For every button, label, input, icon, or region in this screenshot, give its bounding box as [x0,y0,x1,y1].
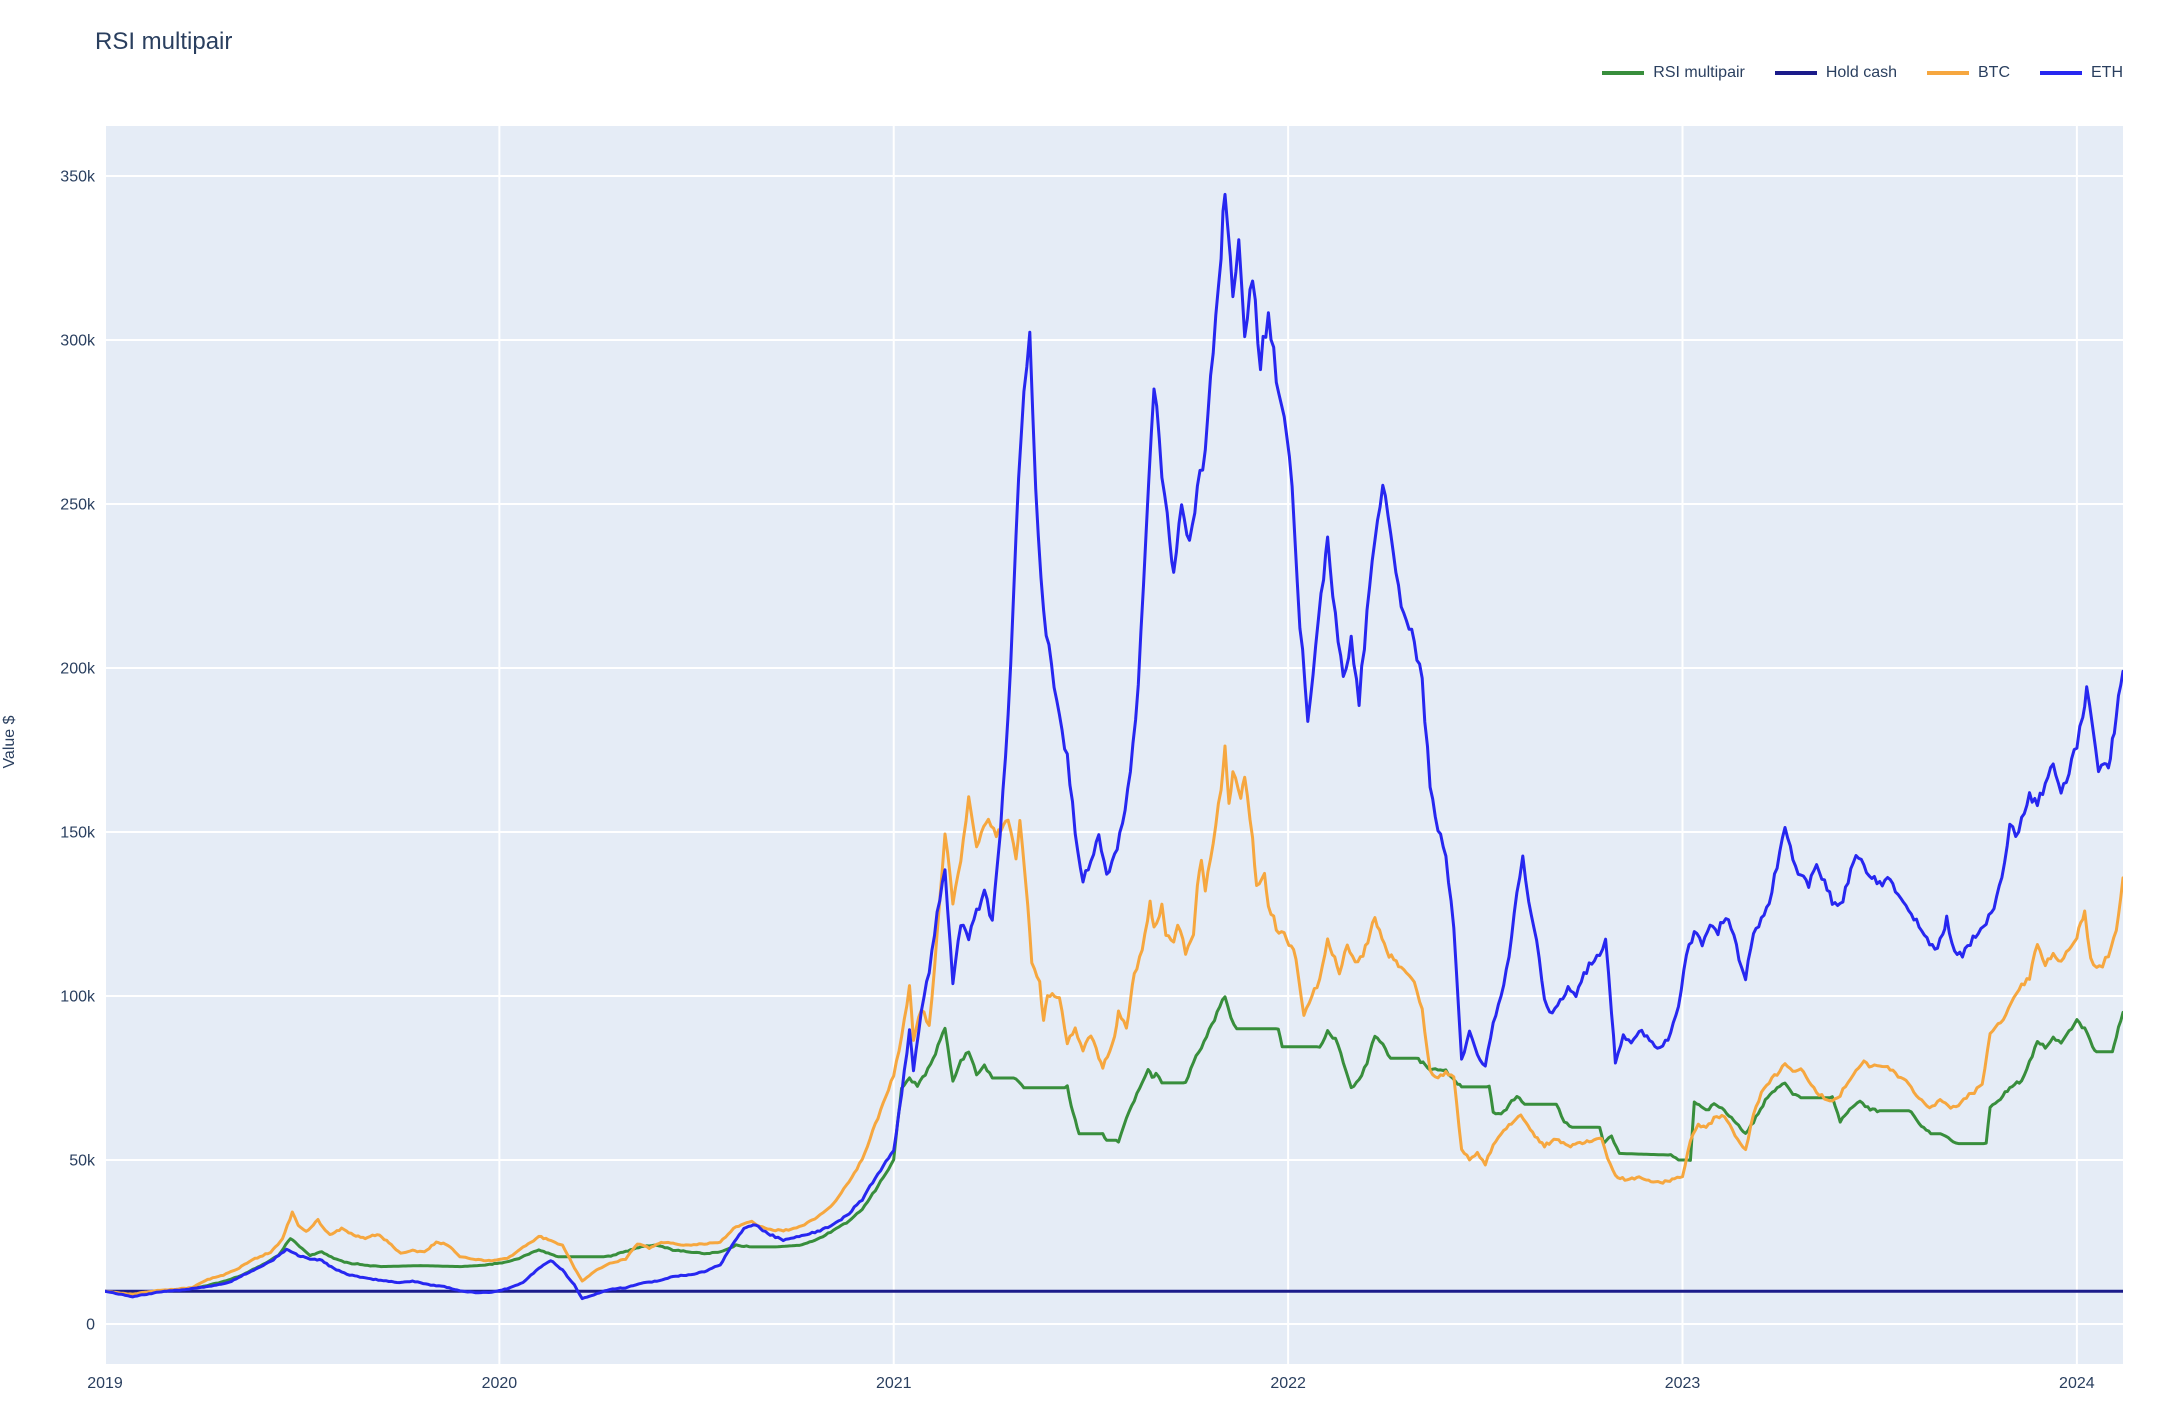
plot-background [105,126,2123,1364]
y-axis-title: Value $ [1,715,18,769]
page-title: RSI multipair [95,28,233,55]
series-group [105,192,2123,1301]
legend-line-swatch [1774,71,1817,75]
legend-label: Hold cash [1825,64,1897,81]
legend-line-swatch [2040,71,2082,75]
series-line-btc[interactable] [105,744,2123,1296]
x-tick-label: 2022 [1270,1375,1306,1392]
y-tick-label: 150k [60,825,96,842]
legend-label: RSI multipair [1653,64,1745,81]
legend-item-hold-cash[interactable]: Hold cash [1774,64,1897,82]
legend-label: BTC [1978,64,2010,81]
legend-line-swatch [1602,71,1645,75]
legend-item-eth[interactable]: ETH [2040,64,2123,82]
y-tick-label: 200k [60,661,96,678]
y-tick-label: 350k [60,169,96,186]
series-line-rsi-multipair[interactable] [105,995,2123,1295]
y-tick-label: 100k [60,989,96,1006]
x-tick-label: 2020 [482,1375,518,1392]
x-tick-label: 2021 [876,1375,912,1392]
legend-item-rsi-multipair[interactable]: RSI multipair [1602,64,1745,82]
legend-item-btc[interactable]: BTC [1927,64,2010,82]
legend-label: ETH [2091,64,2123,81]
y-tick-label: 0 [86,1317,95,1334]
x-tick-label: 2024 [2059,1375,2095,1392]
x-tick-label: 2019 [87,1375,123,1392]
legend-line-swatch [1927,71,1969,75]
legend: RSI multipair Hold cash BTC ETH [1572,64,2123,82]
x-tick-label: 2023 [1665,1375,1701,1392]
y-tick-label: 250k [60,497,96,514]
series-line-eth[interactable] [105,192,2123,1301]
y-tick-label: 300k [60,333,96,350]
y-tick-label: 50k [69,1153,96,1170]
